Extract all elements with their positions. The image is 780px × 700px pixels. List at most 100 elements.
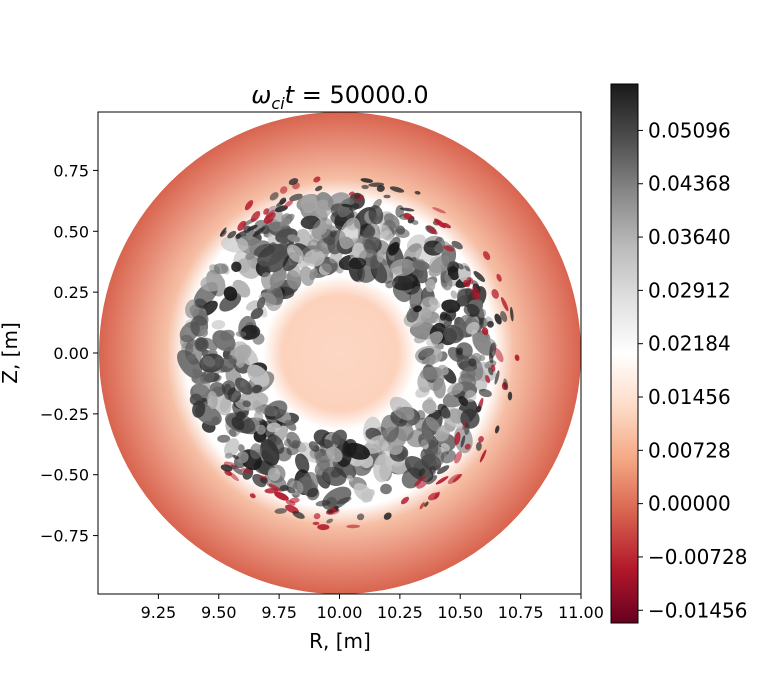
eddy <box>235 331 247 338</box>
edge-streak <box>462 420 468 430</box>
edge-streak <box>243 225 251 234</box>
eddy <box>463 303 480 317</box>
y-tick-label: 0.00 <box>53 344 89 363</box>
eddy <box>242 400 251 408</box>
edge-streak <box>414 475 426 487</box>
eddy <box>186 353 197 362</box>
eddy <box>287 234 301 243</box>
eddy <box>440 273 453 291</box>
eddy <box>200 274 226 292</box>
edge-streak <box>285 486 296 493</box>
eddy <box>434 241 450 254</box>
eddy <box>425 278 436 293</box>
edge-streak <box>354 194 361 199</box>
colorbar-tick-label: 0.03640 <box>648 225 731 249</box>
eddy <box>223 383 233 400</box>
eddy <box>254 411 264 421</box>
eddy <box>432 377 446 399</box>
eddy <box>458 396 469 406</box>
edge-streak <box>284 200 294 208</box>
eddy <box>468 358 477 367</box>
edge-streak <box>496 273 502 282</box>
edge-streak <box>240 468 253 474</box>
colorbar-tick-label: 0.00728 <box>648 438 731 462</box>
x-axis-label: R, [m] <box>309 629 371 653</box>
edge-streak <box>447 473 461 485</box>
edge-streak <box>478 436 484 443</box>
edge-streak <box>327 509 334 514</box>
eddy <box>231 261 242 273</box>
y-tick-label: −0.25 <box>40 405 89 424</box>
edge-streak <box>473 271 486 282</box>
x-tick-label: 10.00 <box>317 603 363 622</box>
eddy <box>213 263 229 274</box>
eddy <box>299 266 315 287</box>
eddy <box>373 454 392 483</box>
edge-streak <box>464 422 470 435</box>
eddy <box>414 333 427 344</box>
eddy <box>321 258 339 274</box>
x-axis: 9.25 9.50 9.75 10.00 10.25 10.50 10.75 11.00 <box>141 594 604 622</box>
eddy <box>300 194 318 214</box>
edge-streak <box>400 496 410 505</box>
eddy <box>439 311 448 321</box>
eddy <box>422 399 437 414</box>
edge-streak <box>482 251 491 261</box>
y-axis: 0.75 0.50 0.25 0.00 −0.25 −0.50 −0.75 <box>40 161 98 546</box>
edge-streak <box>432 207 446 214</box>
edge-streak <box>464 443 471 450</box>
edge-streak <box>348 191 355 196</box>
edge-streak <box>454 451 462 464</box>
edge-streak <box>494 347 504 363</box>
edge-streak <box>349 203 360 211</box>
eddy <box>390 258 416 277</box>
edge-streak <box>336 497 352 505</box>
eddy <box>269 268 287 289</box>
edge-streak <box>416 480 428 489</box>
eddy <box>307 487 320 501</box>
eddy <box>255 406 264 413</box>
plot-area <box>97 111 582 595</box>
eddy <box>200 328 209 338</box>
y-tick-label: 0.75 <box>53 161 89 180</box>
eddy <box>383 213 400 229</box>
edge-streak <box>263 209 275 222</box>
eddy <box>220 235 249 253</box>
eddy <box>284 419 297 431</box>
edge-streak <box>274 491 289 501</box>
edge-streak <box>288 178 299 186</box>
colorbar-tick-label: 0.02912 <box>648 278 731 302</box>
eddy <box>276 447 292 462</box>
eddy <box>236 451 249 464</box>
edge-streak <box>500 296 509 312</box>
edge-streak <box>313 513 321 520</box>
eddy <box>426 331 444 347</box>
eddy <box>224 438 240 458</box>
eddy <box>419 348 435 358</box>
eddy <box>464 390 477 403</box>
eddy <box>247 364 270 387</box>
eddy <box>412 260 430 271</box>
edge-streak <box>507 391 513 401</box>
eddy <box>409 286 424 310</box>
eddy <box>256 424 266 435</box>
eddy <box>456 355 471 370</box>
eddy <box>194 337 209 352</box>
eddy <box>370 255 394 284</box>
eddy <box>256 296 266 310</box>
eddy <box>179 321 200 343</box>
eddy <box>253 243 275 258</box>
eddy <box>245 300 260 311</box>
eddy <box>380 483 392 495</box>
edge-streak <box>454 431 461 446</box>
eddy <box>224 452 233 459</box>
edge-streak <box>410 219 419 225</box>
edge-streak <box>249 493 256 499</box>
edge-streak <box>403 212 413 220</box>
edge-streak <box>263 208 270 215</box>
eddy <box>207 391 218 410</box>
edge-streak <box>464 265 471 272</box>
eddy <box>250 307 264 320</box>
edge-streak <box>494 313 502 325</box>
eddy <box>478 388 492 398</box>
